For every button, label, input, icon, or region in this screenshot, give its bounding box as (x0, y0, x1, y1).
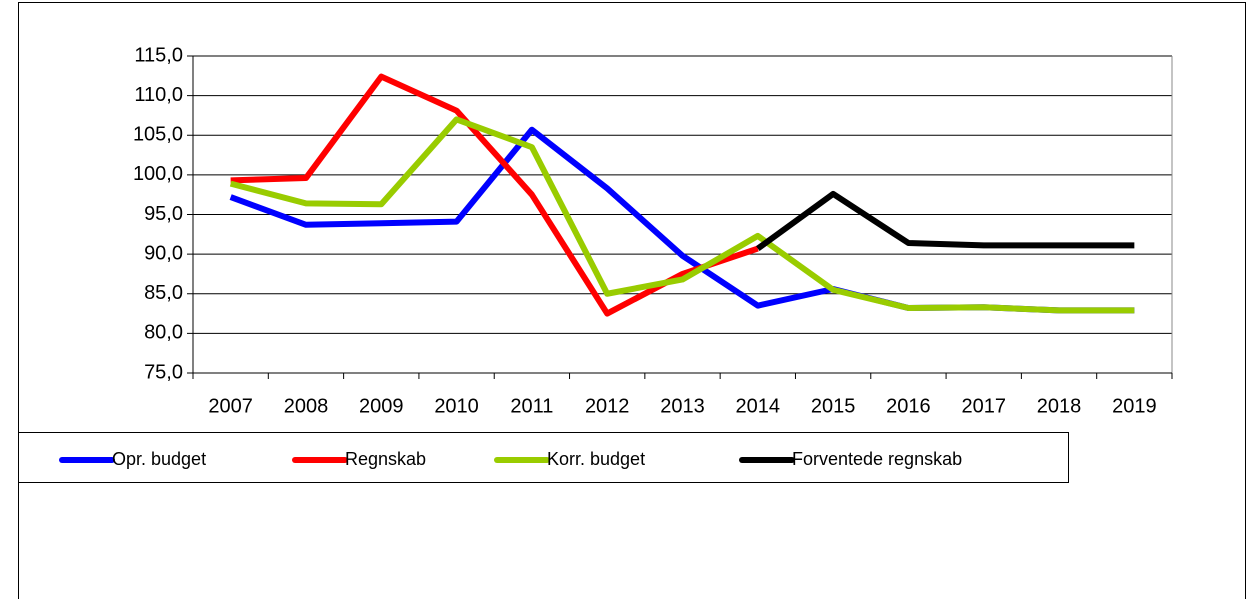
x-tick-label: 2016 (886, 395, 931, 417)
series-line (756, 190, 1135, 252)
x-tick-label: 2013 (660, 395, 705, 417)
x-tick-label: 2007 (208, 395, 253, 417)
y-tick-label: 80,0 (144, 322, 183, 344)
x-tick-label: 2015 (811, 395, 856, 417)
x-tick-label: 2009 (359, 395, 404, 417)
x-tick-label: 2011 (510, 395, 553, 417)
x-tick-label: 2018 (1037, 395, 1082, 417)
x-tick-label: 2008 (284, 395, 329, 417)
x-tick-label: 2017 (961, 395, 1006, 417)
series-line (229, 116, 1135, 314)
x-tick-label: 2010 (434, 395, 479, 417)
y-tick-label: 100,0 (133, 163, 183, 185)
series-line (229, 126, 1135, 314)
y-tick-label: 95,0 (144, 203, 183, 225)
y-tick-label: 105,0 (133, 124, 183, 146)
y-tick-label: 85,0 (144, 282, 183, 304)
legend-label: Korr. budget (547, 449, 645, 469)
y-tick-label: 110,0 (134, 84, 183, 106)
y-tick-label: 75,0 (144, 361, 183, 383)
y-tick-label: 115,0 (134, 44, 183, 66)
y-tick-label: 90,0 (144, 242, 183, 264)
legend-label: Regnskab (345, 449, 426, 469)
legend-label: Forventede regnskab (792, 449, 962, 469)
legend-label: Opr. budget (112, 449, 206, 469)
chart-border (18, 2, 1246, 599)
x-tick-label: 2014 (736, 395, 781, 417)
x-tick-label: 2012 (585, 395, 630, 417)
x-tick-label: 2019 (1112, 395, 1157, 417)
